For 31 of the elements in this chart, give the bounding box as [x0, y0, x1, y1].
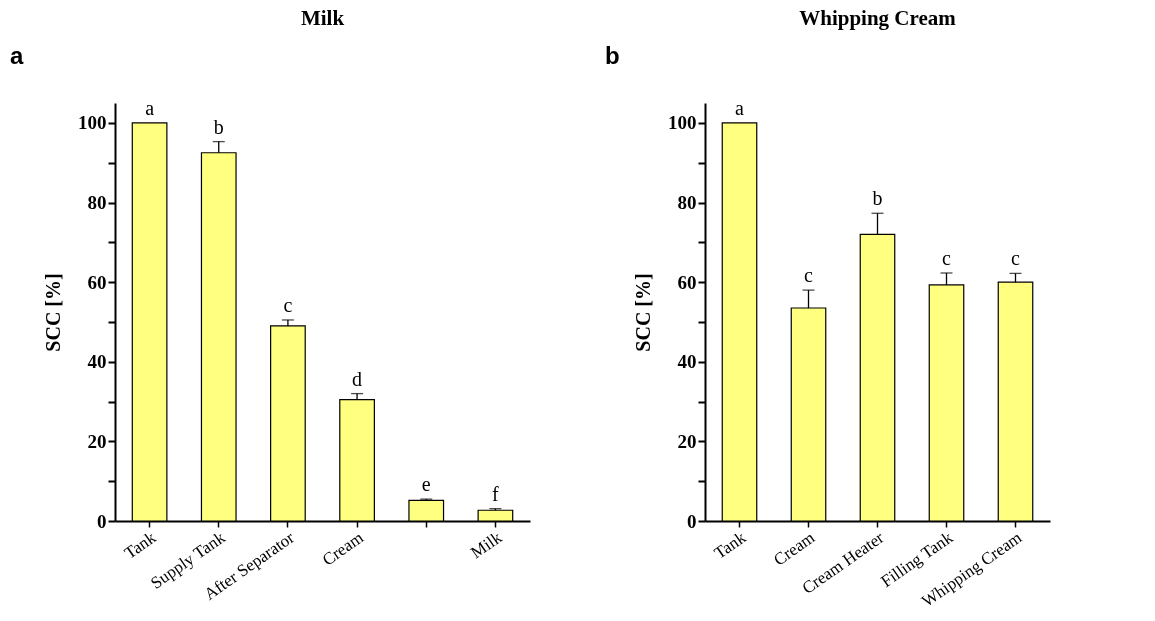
- annotation: b: [213, 115, 224, 138]
- x-tick-label: Tank: [710, 527, 750, 563]
- x-tick-label: Milk: [467, 527, 506, 563]
- y-tick-label: 60: [677, 271, 697, 293]
- annotation: c: [942, 246, 952, 269]
- y-tick-label: 80: [677, 192, 697, 214]
- chart-title: Milk: [300, 6, 345, 30]
- y-axis-title: SCC [%]: [42, 273, 64, 352]
- y-tick-label: 100: [668, 112, 697, 134]
- annotation: a: [145, 96, 155, 119]
- annotation: b: [872, 187, 883, 210]
- y-tick-label: 0: [97, 510, 107, 532]
- y-tick-label: 100: [78, 112, 107, 134]
- y-tick-label: 60: [87, 271, 107, 293]
- annotation: e: [421, 473, 431, 496]
- annotation: c: [283, 293, 293, 316]
- y-tick-label: 80: [87, 192, 107, 214]
- annotation: c: [804, 264, 814, 287]
- chart-title: Whipping Cream: [799, 6, 957, 30]
- annotation: f: [492, 482, 500, 505]
- text: b: [605, 42, 620, 69]
- y-tick-label: 40: [87, 351, 107, 373]
- annotation: d: [352, 367, 363, 390]
- y-tick-label: 0: [687, 510, 697, 532]
- text: a: [10, 42, 24, 69]
- annotation: c: [1011, 247, 1021, 270]
- y-tick-label: 20: [677, 430, 697, 452]
- y-tick-label: 40: [677, 351, 697, 373]
- y-tick-label: 20: [87, 430, 107, 452]
- y-axis-title: SCC [%]: [632, 273, 654, 352]
- annotation: a: [735, 96, 745, 119]
